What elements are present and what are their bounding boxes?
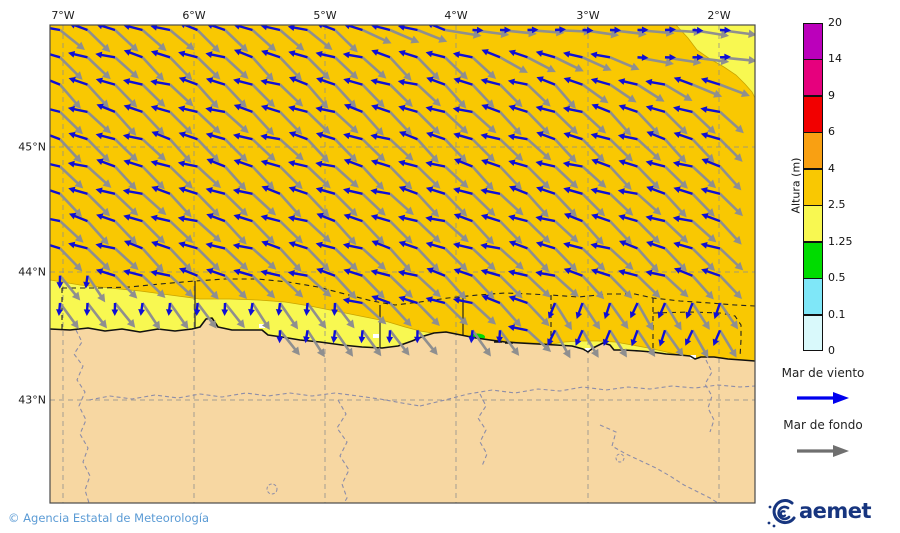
copyright-attribution: © Agencia Estatal de Meteorología <box>8 511 210 525</box>
lat-label: 43°N <box>18 393 46 407</box>
colorbar-segment <box>803 23 823 60</box>
aemet-logo-text: aemet <box>799 499 872 523</box>
swell-arrow-icon <box>797 445 849 457</box>
wind-sea-label: Mar de viento <box>781 366 865 380</box>
colorbar-tick-label: 0.5 <box>828 271 846 285</box>
colorbar-segment <box>803 95 823 133</box>
colorbar-tick-label: 9 <box>828 88 835 102</box>
colorbar-tick-label: 0.1 <box>828 307 846 321</box>
colorbar-segment <box>803 314 823 352</box>
colorbar-tick-label: 2.5 <box>828 198 846 212</box>
colorbar-title: Altura (m) <box>789 157 803 214</box>
colorbar-tick-label: 6 <box>828 125 835 139</box>
colorbar-tick-label: 0 <box>828 344 835 357</box>
colorbar-segment <box>803 168 823 206</box>
colorbar-tick-label: 14 <box>828 52 842 66</box>
lat-label: 45°N <box>18 140 46 154</box>
colorbar-tick-label: 1.25 <box>828 234 853 248</box>
colorbar-segment <box>803 241 823 279</box>
lon-label: 2°W <box>707 9 731 22</box>
aemet-logo-swirl-icon <box>767 499 796 528</box>
colorbar-segment <box>803 132 823 170</box>
lon-label: 5°W <box>313 9 337 22</box>
swell-label: Mar de fondo <box>783 418 863 432</box>
colorbar-tick-label: 4 <box>828 161 835 175</box>
colorbar-segment <box>803 278 823 316</box>
colorbar-segment <box>803 59 823 97</box>
wind-sea-arrow-icon <box>797 392 849 404</box>
colorbar-segment <box>803 205 823 243</box>
colorbar-tick-label: 20 <box>828 16 842 29</box>
lon-label: 6°W <box>182 9 206 22</box>
lon-label: 4°W <box>444 9 468 22</box>
lon-label: 7°W <box>51 9 75 22</box>
lat-label: 44°N <box>18 265 46 279</box>
lon-label: 3°W <box>576 9 600 22</box>
